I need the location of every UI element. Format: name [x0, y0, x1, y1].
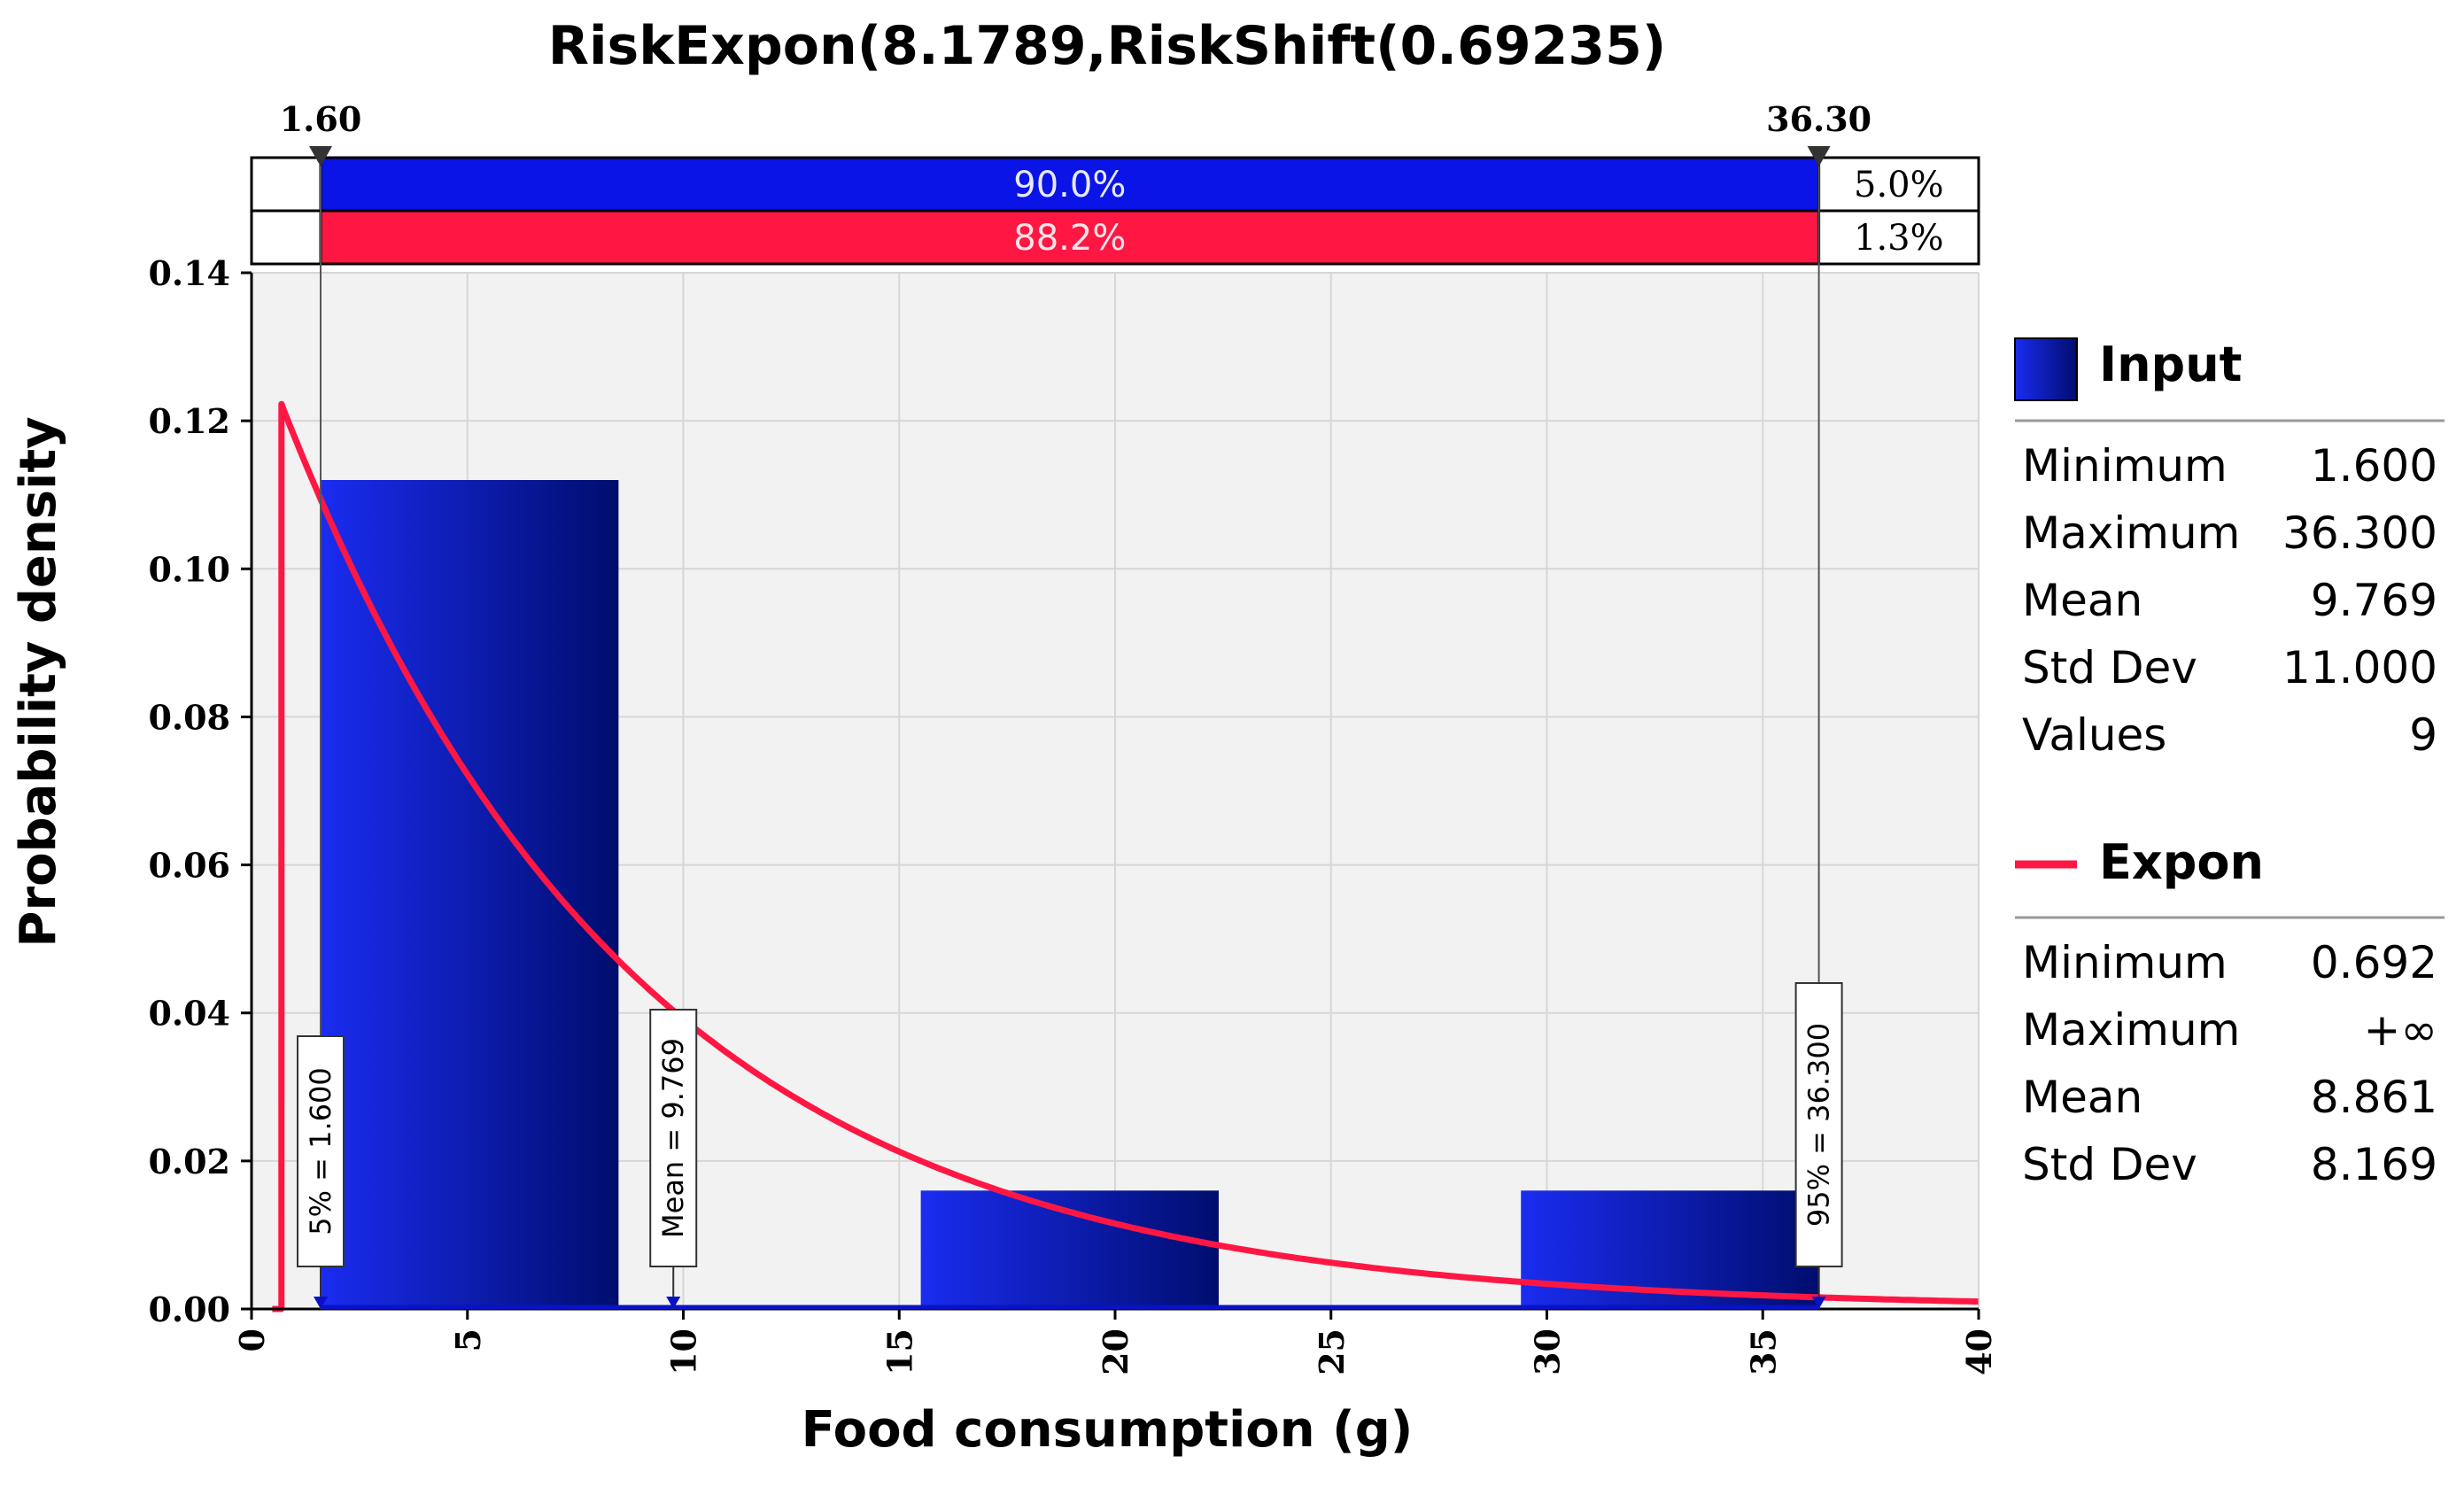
- input-legend-title: Input: [2099, 337, 2242, 392]
- stat-value: 9: [2409, 709, 2437, 761]
- stat-label: Minimum: [2022, 937, 2228, 988]
- marker-arrow: [1811, 1297, 1826, 1309]
- marker-box: [649, 1009, 698, 1267]
- blue-bar-left-segment: [250, 156, 322, 213]
- right-delimiter-value: 36.30: [1766, 99, 1871, 139]
- x-tick-label: 15: [879, 1328, 919, 1375]
- stat-value: 1.600: [2311, 440, 2437, 492]
- stat-value: 11.000: [2282, 642, 2437, 693]
- red-bar-left-segment: [250, 209, 322, 266]
- stat-value: 0.692: [2311, 937, 2437, 988]
- y-tick-label: 0.02: [148, 1142, 230, 1181]
- stat-label: Mean: [2022, 575, 2142, 626]
- y-tick-label: 0.10: [148, 549, 230, 589]
- marker-label: 5% = 1.600: [304, 1067, 337, 1235]
- axes: [241, 271, 1980, 1320]
- x-tick-label: 40: [1959, 1328, 1999, 1375]
- histogram-bars: [321, 480, 1819, 1309]
- histogram-bar: [920, 1190, 1219, 1309]
- blue-bar-right-pct: 5.0%: [1854, 165, 1944, 205]
- red-bar-right-segment: [1817, 209, 1980, 266]
- x-tick-label: 5: [448, 1328, 488, 1351]
- blue-bar-middle-pct: 90.0%: [1013, 165, 1126, 205]
- y-tick-labels: 0.00 0.02 0.04 0.06 0.08 0.10 0.12 0.14: [148, 253, 230, 1329]
- marker-label: 95% = 36.300: [1802, 1023, 1836, 1227]
- x-axis-label: Food consumption (g): [802, 1401, 1414, 1459]
- stat-value: +∞: [2363, 1004, 2437, 1056]
- marker-labels: 5% = 1.600 Mean = 9.769 95% = 36.300: [297, 982, 1843, 1309]
- left-delimiter-handle: [309, 146, 332, 167]
- stat-label: Maximum: [2022, 1004, 2240, 1056]
- left-delimiter-value: 1.60: [280, 99, 362, 139]
- y-tick-label: 0.06: [148, 846, 230, 886]
- red-bar-right-pct: 1.3%: [1854, 218, 1944, 259]
- y-tick-label: 0.14: [148, 253, 230, 293]
- y-tick-label: 0.08: [148, 697, 230, 737]
- y-tick-label: 0.04: [148, 994, 230, 1034]
- x-tick-label: 20: [1096, 1328, 1135, 1375]
- marker-arrow: [666, 1297, 681, 1309]
- stat-value: 9.769: [2311, 575, 2437, 626]
- x-tick-label: 10: [664, 1328, 704, 1375]
- x-tick-label: 35: [1743, 1328, 1783, 1375]
- stat-label: Std Dev: [2022, 642, 2197, 693]
- red-bar-middle-pct: 88.2%: [1013, 218, 1126, 259]
- expon-legend-title: Expon: [2099, 834, 2264, 890]
- input-legend-swatch: [2014, 337, 2078, 401]
- legend: Input Minimum 1.600 Maximum 36.300 Mean 9.769…: [2014, 337, 2445, 1190]
- y-tick-label: 0.12: [148, 401, 230, 441]
- x-tick-labels: 0 5 10 15 20 25 30 35 40: [232, 1328, 1999, 1375]
- input-stats: Minimum 1.600 Maximum 36.300 Mean 9.769 Std De…: [2022, 440, 2437, 761]
- stat-value: 36.300: [2282, 507, 2437, 559]
- stat-label: Maximum: [2022, 507, 2240, 559]
- stat-value: 8.861: [2311, 1072, 2437, 1123]
- marker-box: [297, 1035, 345, 1267]
- marker-arrow: [314, 1297, 328, 1309]
- right-delimiter-handle: [1807, 146, 1831, 167]
- stat-label: Std Dev: [2022, 1139, 2197, 1190]
- histogram-bar: [321, 480, 619, 1309]
- delimiter-bars: 90.0% 5.0% 88.2% 1.3%: [250, 146, 1980, 1309]
- x-tick-label: 25: [1312, 1328, 1352, 1375]
- blue-bar-right-segment: [1817, 156, 1980, 213]
- expon-density-curve: [272, 400, 1979, 1313]
- marker-label: Mean = 9.769: [656, 1038, 690, 1238]
- stat-label: Minimum: [2022, 440, 2228, 492]
- expon-stats: Minimum 0.692 Maximum +∞ Mean 8.861 Std Dev 8.1…: [2022, 937, 2437, 1190]
- x-tick-label: 30: [1528, 1328, 1568, 1375]
- chart-title: RiskExpon(8.1789,RiskShift(0.69235): [548, 15, 1667, 77]
- y-tick-label: 0.00: [148, 1290, 230, 1329]
- y-axis-label: Probability density: [10, 416, 67, 947]
- stat-label: Values: [2022, 709, 2166, 761]
- marker-box: [1794, 982, 1843, 1267]
- x-tick-label: 0: [232, 1328, 272, 1351]
- stat-label: Mean: [2022, 1072, 2142, 1123]
- stat-value: 8.169: [2311, 1139, 2437, 1190]
